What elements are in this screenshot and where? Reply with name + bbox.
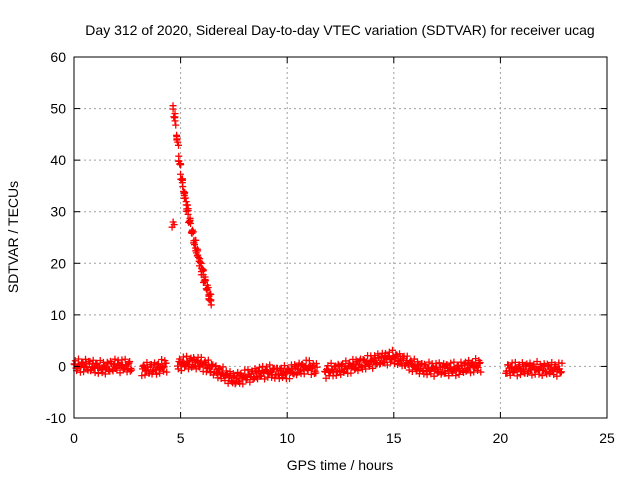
y-tick-label: 10 bbox=[50, 307, 66, 323]
data-point bbox=[172, 121, 180, 129]
data-point bbox=[477, 368, 485, 376]
data-point bbox=[312, 369, 320, 377]
data-point bbox=[403, 352, 411, 360]
data-point bbox=[476, 359, 484, 367]
data-point bbox=[362, 365, 370, 373]
y-tick-label: 60 bbox=[50, 49, 66, 65]
data-point bbox=[558, 359, 566, 367]
data-point bbox=[179, 353, 187, 361]
data-point bbox=[187, 219, 195, 227]
data-point bbox=[513, 372, 521, 380]
data-point bbox=[474, 363, 482, 371]
data-point bbox=[178, 175, 186, 183]
data-point bbox=[553, 372, 561, 380]
plot-frame bbox=[73, 56, 608, 419]
y-tick-label: 30 bbox=[50, 204, 66, 220]
y-tick-label: 20 bbox=[50, 255, 66, 271]
data-point bbox=[153, 370, 161, 378]
data-point bbox=[171, 117, 179, 125]
x-tick-label: 10 bbox=[279, 430, 295, 446]
data-point bbox=[423, 371, 431, 379]
data-point bbox=[184, 210, 192, 218]
data-point bbox=[158, 356, 166, 364]
data-point bbox=[430, 372, 438, 380]
data-point bbox=[219, 363, 227, 371]
data-point bbox=[178, 176, 186, 184]
data-point bbox=[177, 161, 185, 169]
data-point bbox=[189, 228, 197, 236]
data-point bbox=[128, 366, 136, 374]
data-point bbox=[447, 359, 455, 367]
data-point bbox=[236, 379, 244, 387]
data-point bbox=[163, 368, 171, 376]
data-point bbox=[175, 141, 183, 149]
data-point bbox=[239, 380, 247, 388]
data-point bbox=[194, 245, 202, 253]
y-axis-ticks: -10 0 10 20 30 40 50 60 bbox=[46, 49, 607, 426]
data-point bbox=[196, 255, 204, 263]
data-point bbox=[550, 371, 558, 379]
y-tick-label: 50 bbox=[50, 101, 66, 117]
data-point bbox=[162, 359, 170, 367]
data-point bbox=[197, 353, 205, 361]
data-point bbox=[528, 371, 536, 379]
data-point bbox=[327, 359, 335, 367]
data-point bbox=[111, 355, 119, 363]
data-point bbox=[467, 369, 475, 377]
data-point bbox=[190, 241, 198, 249]
data-point bbox=[266, 361, 274, 369]
data-point bbox=[94, 369, 102, 377]
data-point bbox=[450, 358, 458, 366]
data-point bbox=[255, 363, 263, 371]
data-points bbox=[70, 102, 566, 388]
data-point bbox=[169, 105, 177, 113]
data-point bbox=[74, 355, 82, 363]
data-point bbox=[179, 183, 187, 191]
data-point bbox=[369, 364, 377, 372]
data-point bbox=[313, 363, 321, 371]
x-tick-label: 0 bbox=[70, 430, 78, 446]
data-point bbox=[201, 277, 209, 285]
data-point bbox=[174, 138, 182, 146]
data-point bbox=[425, 358, 433, 366]
data-point bbox=[89, 356, 97, 364]
data-point bbox=[91, 369, 99, 377]
data-point bbox=[181, 188, 189, 196]
y-axis-label: SDTVAR / TECUs bbox=[5, 181, 21, 293]
x-tick-label: 20 bbox=[493, 430, 509, 446]
x-tick-label: 5 bbox=[177, 430, 185, 446]
data-point bbox=[207, 301, 215, 309]
x-tick-label: 25 bbox=[599, 430, 615, 446]
data-point bbox=[170, 221, 178, 229]
y-tick-label: 0 bbox=[58, 358, 66, 374]
data-point bbox=[194, 253, 202, 261]
data-point bbox=[182, 194, 190, 202]
data-point bbox=[160, 363, 168, 371]
data-point bbox=[511, 358, 519, 366]
y-tick-label: -10 bbox=[46, 410, 66, 426]
data-point bbox=[174, 365, 182, 373]
data-point bbox=[204, 284, 212, 292]
data-point bbox=[557, 368, 565, 376]
data-point bbox=[405, 366, 413, 374]
data-point bbox=[286, 375, 294, 383]
x-axis-ticks: 0 5 10 15 20 25 bbox=[70, 57, 615, 446]
data-point bbox=[300, 370, 308, 378]
x-tick-label: 15 bbox=[386, 430, 402, 446]
y-tick-label: 40 bbox=[50, 152, 66, 168]
data-point bbox=[389, 346, 397, 354]
data-point bbox=[177, 367, 185, 375]
x-axis-label: GPS time / hours bbox=[287, 457, 394, 473]
data-point bbox=[126, 358, 134, 366]
chart-title: Day 312 of 2020, Sidereal Day-to-day VTE… bbox=[85, 22, 594, 38]
data-point bbox=[216, 364, 224, 372]
data-point bbox=[196, 258, 204, 266]
data-point bbox=[192, 236, 200, 244]
data-point bbox=[347, 369, 355, 377]
